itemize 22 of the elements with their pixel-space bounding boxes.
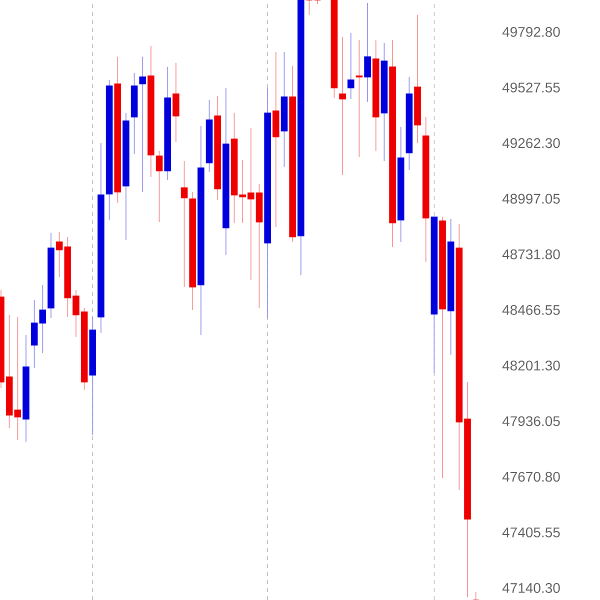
candlestick <box>156 150 163 222</box>
candlestick <box>347 32 354 100</box>
y-tick-label: 47670.80 <box>502 472 560 482</box>
y-tick-label: 48201.30 <box>502 360 560 371</box>
candlestick <box>172 62 180 142</box>
candlestick <box>356 39 363 158</box>
y-tick-label: 47140.30 <box>502 583 560 593</box>
candlestick <box>139 56 146 192</box>
y-tick-label: 48466.55 <box>502 305 560 315</box>
candlestick <box>339 36 346 176</box>
candlestick <box>39 284 46 354</box>
candlestick <box>30 300 38 368</box>
y-tick-label: 48731.80 <box>502 249 560 260</box>
y-tick-label: 49792.80 <box>502 26 560 37</box>
y-tick-label: 47405.55 <box>502 527 560 538</box>
y-tick-label: 47936.05 <box>502 416 560 426</box>
candlestick <box>14 316 22 441</box>
y-tick-label: 49262.30 <box>502 138 560 148</box>
y-tick-label: 49527.55 <box>502 82 560 92</box>
candlestick <box>364 2 371 102</box>
y-tick-label: 48997.05 <box>502 194 560 204</box>
candlestick <box>180 160 188 288</box>
